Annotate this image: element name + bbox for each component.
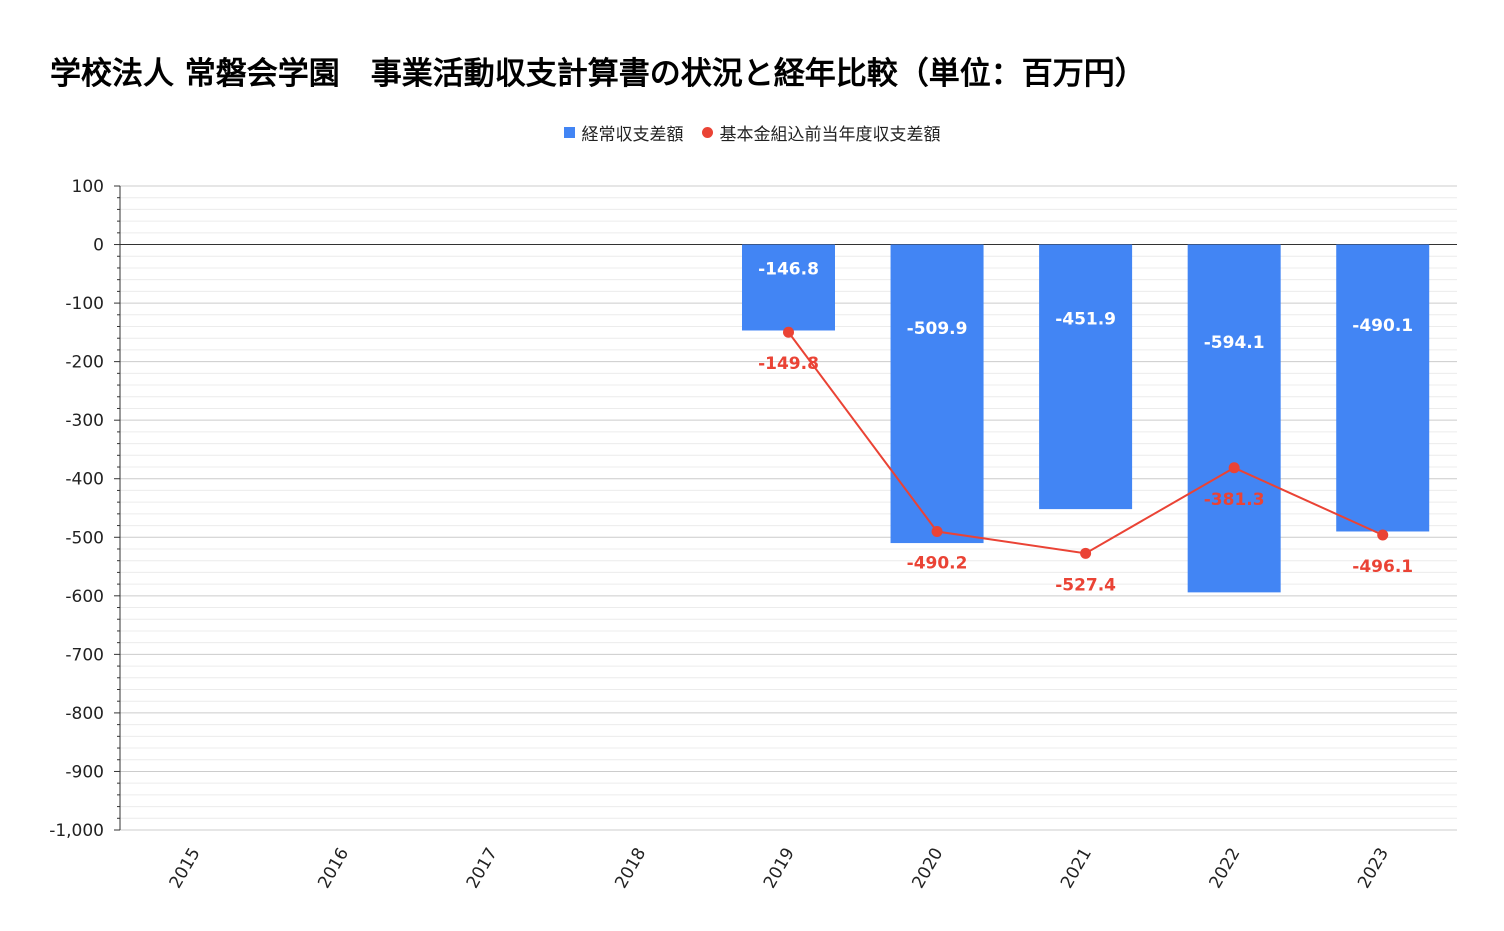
line-point	[1228, 462, 1240, 474]
line-data-label: -496.1	[1352, 557, 1413, 577]
y-tick-label: 0	[93, 236, 104, 256]
y-tick-label: -100	[65, 294, 104, 314]
legend-item-line: 基本金組込前当年度収支差額	[701, 120, 941, 145]
bar	[1187, 244, 1281, 593]
bar	[742, 244, 835, 331]
legend-swatch-line	[701, 127, 713, 138]
legend-label-line: 基本金組込前当年度収支差額	[719, 125, 941, 145]
line-data-label: -490.2	[907, 554, 968, 574]
y-tick-label: -700	[65, 645, 104, 665]
y-tick-label: -1,000	[49, 821, 104, 841]
line-point	[931, 526, 943, 538]
x-tick-label: 2016	[314, 845, 353, 892]
line-data-label: -527.4	[1055, 575, 1116, 595]
y-tick-label: -500	[65, 528, 104, 548]
bar-data-label: -490.1	[1352, 316, 1413, 336]
x-tick-label: 2023	[1354, 845, 1393, 892]
y-tick-label: 100	[72, 177, 104, 197]
bar-data-label: -146.8	[758, 260, 819, 280]
y-tick-label: -900	[65, 762, 104, 782]
y-tick-label: -600	[65, 587, 104, 607]
line-point	[1377, 529, 1389, 541]
line-point	[783, 326, 794, 338]
bar	[1336, 244, 1430, 532]
y-tick-label: -300	[65, 411, 104, 431]
legend-swatch-bar	[563, 127, 575, 138]
x-tick-label: 2017	[463, 845, 502, 892]
chart-title: 学校法人 常磐会学園 事業活動収支計算書の状況と経年比較（単位：百万円）	[50, 56, 1146, 92]
x-tick-label: 2020	[908, 845, 947, 892]
line-point	[1080, 547, 1092, 559]
legend-item-bar: 経常収支差額	[563, 120, 684, 145]
legend-label-bar: 経常収支差額	[581, 125, 684, 145]
bar-data-label: -509.9	[907, 319, 968, 339]
line-data-label: -381.3	[1204, 490, 1265, 510]
y-tick-label: -400	[65, 470, 104, 490]
bar	[890, 244, 984, 544]
x-tick-label: 2018	[611, 845, 650, 892]
bar-data-label: -451.9	[1055, 310, 1116, 330]
x-tick-label: 2015	[166, 845, 205, 892]
line-data-label: -149.8	[758, 354, 819, 374]
x-tick-label: 2021	[1057, 845, 1096, 892]
y-tick-label: -200	[65, 353, 104, 373]
x-tick-label: 2022	[1206, 845, 1245, 892]
y-tick-label: -800	[65, 704, 104, 724]
legend: 経常収支差額 基本金組込前当年度収支差額	[0, 120, 1504, 145]
bar-data-label: -594.1	[1204, 333, 1265, 353]
x-tick-label: 2019	[760, 845, 799, 892]
bar	[1039, 244, 1133, 510]
